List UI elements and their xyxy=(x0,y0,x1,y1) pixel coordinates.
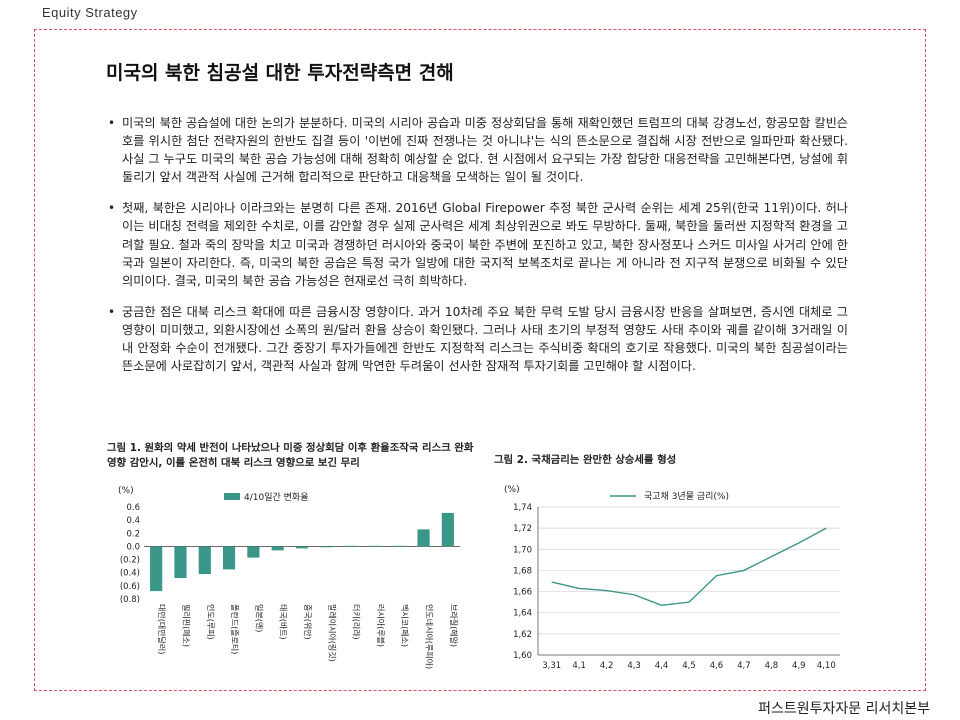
bar xyxy=(295,546,309,549)
y-tick-label: 1,70 xyxy=(513,545,532,555)
content-frame xyxy=(34,29,926,691)
bond-yield-line-chart: (%) 1,74 1,72 1,70 1,68 1,66 1,64 1,62 1,60 국고채 3… xyxy=(504,485,840,671)
bullet-paragraph: • 궁금한 점은 대북 리스크 확대에 따른 금융시장 영향이다. 과거 10차… xyxy=(108,303,848,375)
x-tick-label: 말레이시아(링깃) xyxy=(327,604,337,662)
bullet-paragraph: • 첫째, 북한은 시리아나 이라크와는 분명히 다른 존재. 2016년 Gl… xyxy=(108,199,848,289)
x-tick-label: 인도네시아(루피아) xyxy=(425,604,435,669)
x-tick-label: 중국(위안) xyxy=(303,604,313,640)
x-tick-label: 일본(엔) xyxy=(254,604,264,632)
series-line xyxy=(551,527,827,607)
bullet-icon: • xyxy=(108,201,116,216)
y-tick-label: 1,62 xyxy=(513,630,532,640)
x-tick-label: 4,4 xyxy=(655,661,669,671)
currency-change-bar-chart: (%) 0.6 0.4 0.2 0.0 (0.2) (0.4) (0.6) (0.8) 4/10일… xyxy=(118,486,460,669)
bar xyxy=(344,545,357,547)
legend-label: 국고채 3년물 금리(%) xyxy=(644,491,729,502)
footer-label: 퍼스트원투자자문 리서치본부 xyxy=(758,701,930,717)
x-tick-label: 4,7 xyxy=(737,661,751,671)
bar xyxy=(150,546,163,592)
y-tick-label: (0.4) xyxy=(120,569,140,579)
report-category-label: Equity Strategy xyxy=(42,5,138,20)
x-tick-label: 필리핀(페소) xyxy=(181,604,191,647)
x-tick-label: 폴란드(즐로티) xyxy=(230,604,240,654)
y-tick-label: 0.6 xyxy=(126,503,140,513)
y-tick-label: (0.8) xyxy=(120,595,140,605)
bar xyxy=(247,546,260,558)
x-tick-label: 태국(바트) xyxy=(279,604,289,640)
x-tick-label: 4,5 xyxy=(682,661,696,671)
figure-2-title: 그림 2. 국채금리는 완만한 상승세를 형성 xyxy=(494,454,677,466)
y-tick-label: 1,60 xyxy=(513,651,532,661)
legend-label: 4/10일간 변화율 xyxy=(244,492,308,503)
x-tick-label: 러시아(루블) xyxy=(376,604,386,647)
y-tick-label: 0.4 xyxy=(126,516,140,526)
bar xyxy=(198,546,211,575)
figure-1-title: 그림 1. 원화의 약세 반전이 나타났으나 미중 정상회담 이후 환율조작국 … xyxy=(107,442,474,469)
bar xyxy=(441,512,454,547)
y-tick-label: 1,64 xyxy=(513,609,532,619)
x-tick-label: 브라질(헤알) xyxy=(449,604,459,647)
x-tick-label: 4,8 xyxy=(765,661,779,671)
bar xyxy=(174,546,187,578)
x-tick-label: 4,6 xyxy=(710,661,724,671)
x-tick-label: 터키(리라) xyxy=(352,604,361,640)
x-tick-label: 4,1 xyxy=(572,661,586,671)
y-tick-label: 1,68 xyxy=(513,566,532,576)
x-tick-label: 4,9 xyxy=(792,661,806,671)
y-tick-label: (0.2) xyxy=(120,556,140,566)
legend-swatch xyxy=(224,493,240,500)
bar xyxy=(271,546,284,551)
y-axis-unit-label: (%) xyxy=(118,486,134,496)
bar xyxy=(368,545,381,547)
y-tick-label: 0.2 xyxy=(126,529,140,539)
body-text: • 미국의 북한 공습설에 대한 논의가 분분하다. 미국의 시리아 공습과 미… xyxy=(108,114,848,388)
x-tick-label: 인도(루피) xyxy=(206,604,216,640)
bullet-icon: • xyxy=(108,116,116,130)
page-title: 미국의 북한 침공설 대한 투자전략측면 견해 xyxy=(106,62,454,84)
y-tick-label: (0.6) xyxy=(120,582,140,592)
y-tick-label: 1,66 xyxy=(513,588,532,598)
y-axis-unit-label: (%) xyxy=(504,485,520,495)
x-tick-label: 4,2 xyxy=(600,661,614,671)
y-tick-label: 0.0 xyxy=(126,542,140,552)
y-tick-label: 1,74 xyxy=(513,503,532,513)
bar xyxy=(223,546,236,570)
x-tick-label: 4,3 xyxy=(627,661,641,671)
bar xyxy=(320,546,333,548)
x-tick-label: 멕시코(페소) xyxy=(400,604,410,647)
paragraph-text: 미국의 북한 공습설에 대한 논의가 분분하다. 미국의 시리아 공습과 미중 … xyxy=(122,116,848,185)
y-tick-label: 1,72 xyxy=(513,524,532,534)
x-tick-label: 3,31 xyxy=(542,661,561,671)
bar xyxy=(417,529,430,547)
x-tick-label: 대만(대만달러) xyxy=(157,604,166,654)
bullet-paragraph: • 미국의 북한 공습설에 대한 논의가 분분하다. 미국의 시리아 공습과 미… xyxy=(108,114,848,186)
x-tick-label: 4,10 xyxy=(817,661,836,671)
paragraph-text: 첫째, 북한은 시리아나 이라크와는 분명히 다른 존재. 2016년 Glob… xyxy=(122,201,848,288)
paragraph-text: 궁금한 점은 대북 리스크 확대에 따른 금융시장 영향이다. 과거 10차례 … xyxy=(122,304,848,374)
bar xyxy=(393,545,406,547)
bullet-icon: • xyxy=(108,304,116,319)
